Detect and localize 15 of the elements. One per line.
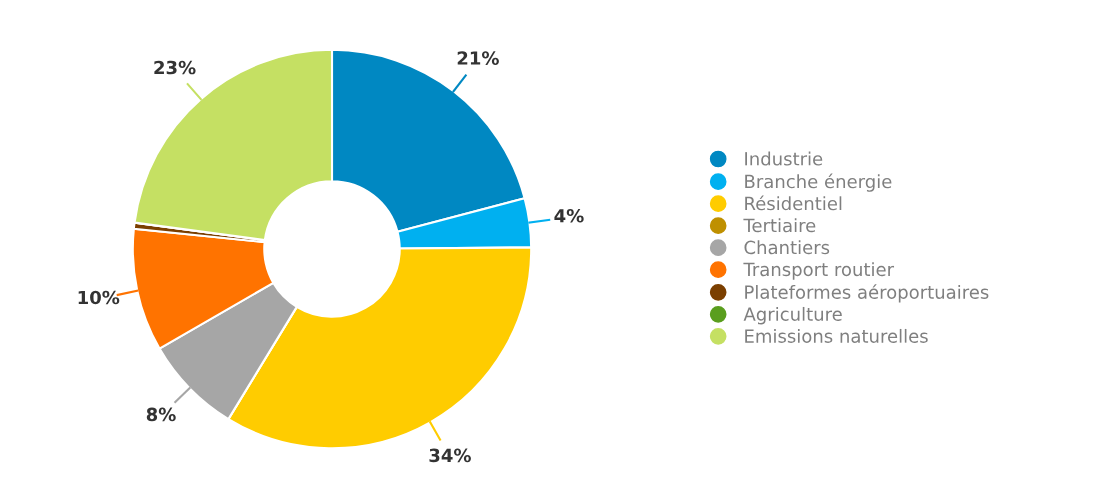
legend-label: Agriculture (743, 306, 842, 325)
data-label: 8% (146, 407, 176, 422)
legend-label: Transport routier (743, 262, 895, 280)
legend-label: Chantiers (744, 240, 830, 255)
data-label: 21% (457, 51, 499, 65)
data-label: 34% (429, 448, 471, 463)
data-label: 4% (554, 208, 584, 223)
legend-label: Plateformes aéroportuaires (745, 284, 989, 303)
legend-label: Résidentiel (745, 195, 842, 211)
data-label: 10% (78, 290, 120, 305)
legend-label: Industrie (745, 151, 823, 166)
legend-label: Tertiaire (743, 218, 816, 233)
legend-label: Branche énergie (745, 173, 892, 192)
legend-label: Emissions naturelles (745, 328, 928, 343)
data-label: 23% (154, 60, 196, 75)
